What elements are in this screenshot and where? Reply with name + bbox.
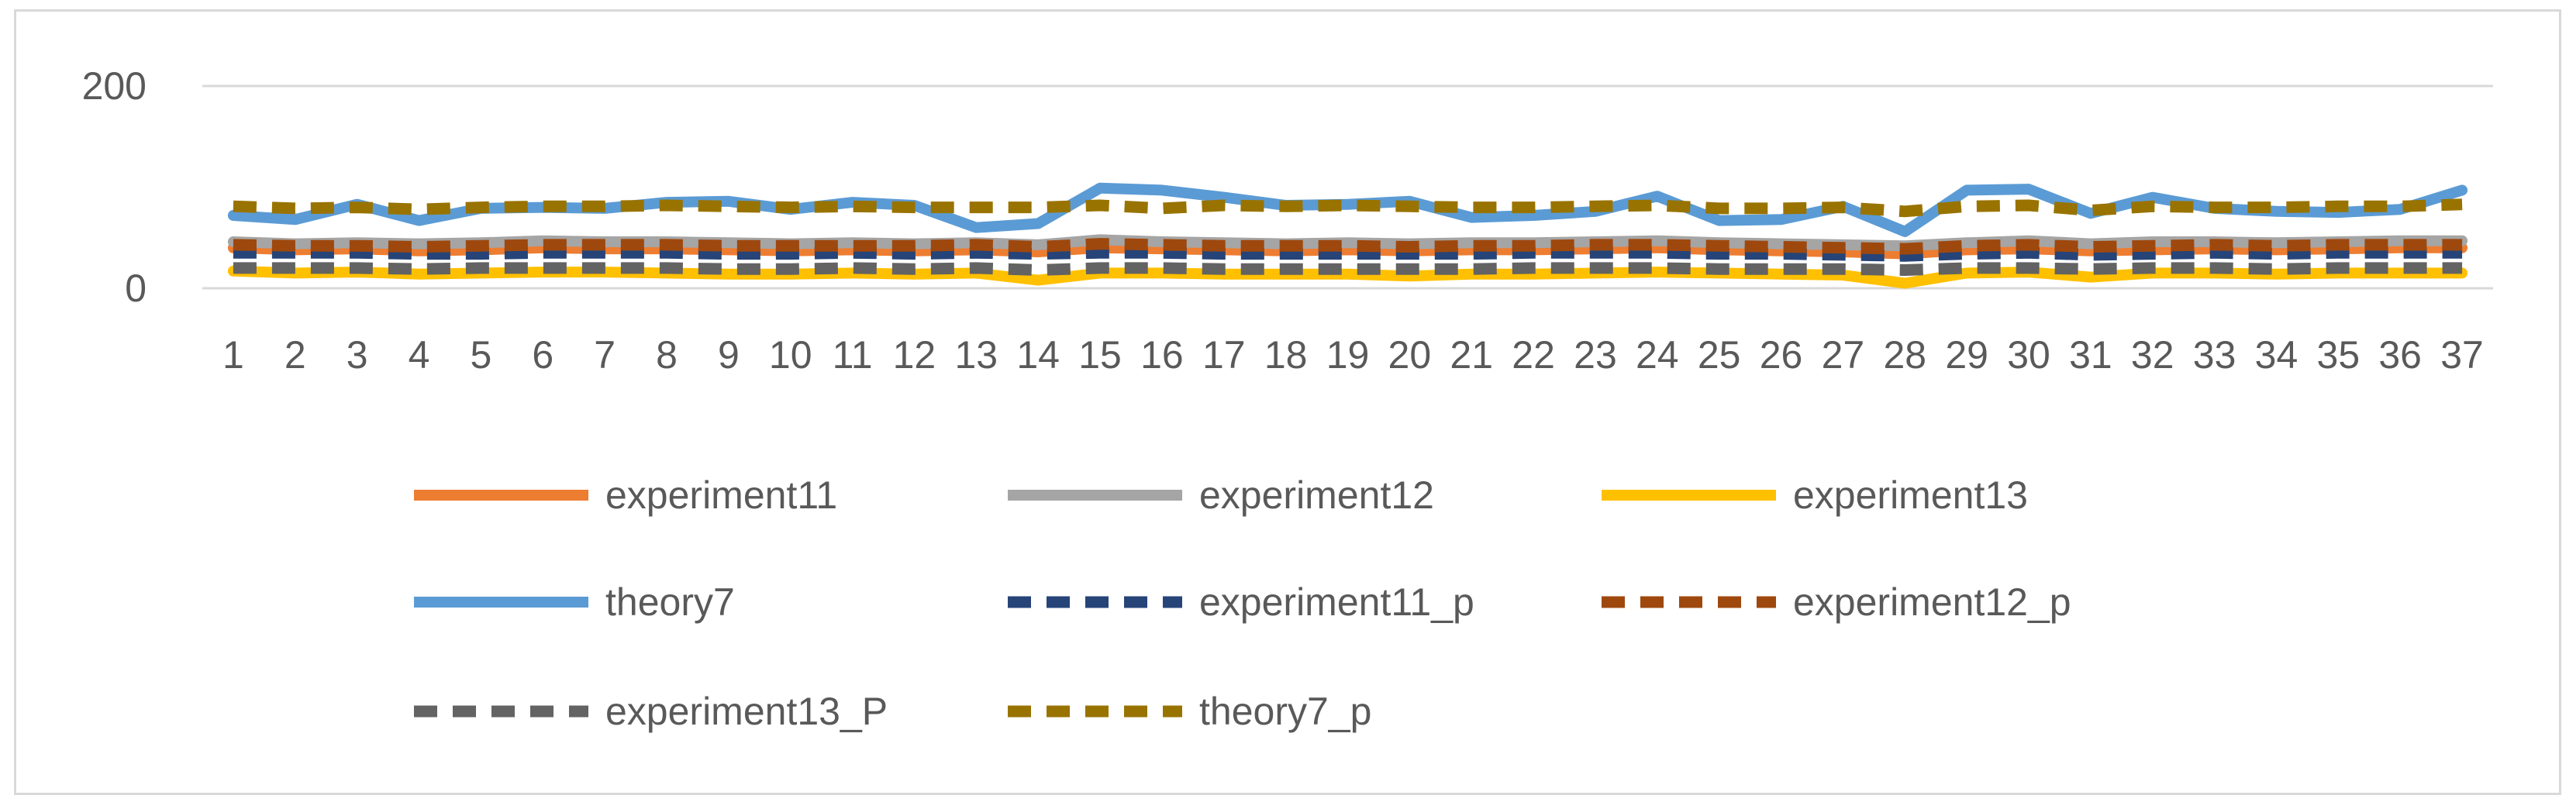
x-tick-label: 32 — [2131, 333, 2174, 377]
x-tick-label: 17 — [1202, 333, 1246, 377]
legend-label-experiment11_p: experiment11_p — [1199, 580, 1474, 624]
series-lines — [227, 182, 2468, 289]
x-tick-label: 22 — [1512, 333, 1555, 377]
series-line-experiment11_p — [233, 246, 2463, 262]
x-tick-label: 15 — [1078, 333, 1122, 377]
legend-label-experiment11: experiment11 — [605, 473, 837, 517]
x-tick-label: 16 — [1140, 333, 1184, 377]
x-tick-label: 36 — [2378, 333, 2422, 377]
x-tick-label: 33 — [2193, 333, 2236, 377]
series-line-experiment11 — [227, 242, 2468, 260]
legend-label-experiment12_p: experiment12_p — [1793, 580, 2071, 624]
y-axis-ticks: 0 200 — [82, 64, 147, 310]
y-tick-label: 200 — [82, 64, 147, 108]
x-tick-label: 18 — [1264, 333, 1308, 377]
x-tick-label: 28 — [1883, 333, 1926, 377]
x-tick-label: 25 — [1698, 333, 1741, 377]
legend-label-experiment12: experiment12 — [1199, 473, 1434, 517]
legend-label-experiment13_P: experiment13_P — [605, 690, 888, 733]
x-tick-label: 26 — [1760, 333, 1803, 377]
x-tick-label: 12 — [893, 333, 936, 377]
x-tick-label: 23 — [1574, 333, 1617, 377]
x-tick-label: 27 — [1822, 333, 1865, 377]
series-line-theory7_p — [233, 198, 2463, 218]
x-tick-label: 21 — [1450, 333, 1493, 377]
x-tick-label: 9 — [718, 333, 740, 377]
x-tick-label: 2 — [284, 333, 306, 377]
x-tick-label: 10 — [769, 333, 812, 377]
x-tick-label: 5 — [470, 333, 491, 377]
x-tick-label: 20 — [1388, 333, 1432, 377]
x-tick-label: 6 — [532, 333, 553, 377]
series-line-experiment12 — [227, 234, 2468, 252]
gridlines — [202, 84, 2493, 290]
x-axis-ticks: 1 2 3 4 5 6 7 8 9 10 11 12 13 14 15 16 17 18 19 20 21 22 23 24 2… — [222, 333, 2484, 377]
x-tick-label: 31 — [2069, 333, 2112, 377]
x-tick-label: 14 — [1016, 333, 1060, 377]
x-tick-label: 11 — [833, 333, 873, 377]
series-line-experiment12_p — [233, 238, 2463, 255]
series-line-theory7 — [227, 182, 2468, 237]
x-tick-label: 4 — [409, 333, 430, 377]
chart-frame: 0 200 1 2 3 4 5 6 7 8 9 10 11 12 13 14 15 16 17 18 19 20 21 22… — [14, 9, 2561, 795]
legend-label-experiment13: experiment13 — [1793, 473, 2028, 517]
y-tick-label: 0 — [125, 267, 147, 310]
legend: experiment11 experiment12 experiment13 theo… — [414, 473, 2071, 733]
x-tick-label: 37 — [2440, 333, 2484, 377]
legend-label-theory7_p: theory7_p — [1199, 690, 1371, 733]
x-tick-label: 34 — [2255, 333, 2298, 377]
x-tick-label: 30 — [2007, 333, 2050, 377]
x-tick-label: 1 — [222, 333, 244, 377]
x-tick-label: 3 — [347, 333, 368, 377]
x-tick-label: 24 — [1636, 333, 1679, 377]
x-tick-label: 29 — [1945, 333, 1988, 377]
x-tick-label: 7 — [594, 333, 616, 377]
x-tick-label: 8 — [656, 333, 678, 377]
legend-label-theory7: theory7 — [605, 580, 735, 624]
series-line-experiment13 — [227, 265, 2468, 289]
x-tick-label: 35 — [2317, 333, 2360, 377]
x-tick-label: 19 — [1326, 333, 1370, 377]
series-line-experiment13_P — [233, 262, 2463, 276]
x-tick-label: 13 — [954, 333, 998, 377]
